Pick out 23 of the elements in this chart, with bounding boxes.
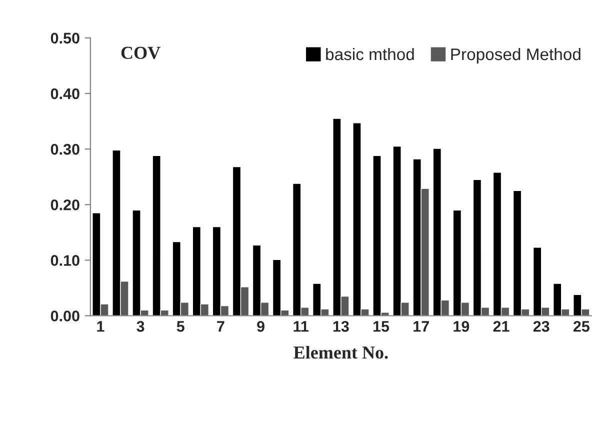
x-tick-label: 3 — [136, 321, 144, 332]
y-tick-label: 0.20 — [50, 199, 80, 210]
y-tick-label: 0.10 — [50, 255, 80, 266]
x-tick-label: 5 — [176, 321, 184, 332]
y-tick-label: 0.00 — [50, 310, 80, 322]
y-tick-label: 0.30 — [50, 144, 80, 155]
chart-title: COV — [121, 46, 160, 60]
x-tick-label: 25 — [573, 321, 590, 332]
x-tick-label: 11 — [294, 321, 309, 332]
y-tick-label: 0.50 — [50, 32, 80, 44]
y-tick-label: 0.40 — [50, 88, 80, 100]
legend-label: basic mthod — [326, 48, 414, 60]
x-tick-label: 7 — [217, 321, 224, 332]
x-tick-label: 17 — [414, 321, 429, 332]
x-tick-label: 13 — [333, 321, 349, 332]
x-tick-label: 19 — [454, 321, 470, 332]
x-axis-title: Element No. — [294, 346, 388, 359]
x-tick-label: 23 — [533, 321, 550, 332]
x-tick-label: 1 — [97, 321, 104, 332]
legend-label: Proposed Method — [451, 48, 580, 64]
x-tick-label: 15 — [373, 321, 390, 332]
x-tick-label: 21 — [493, 321, 510, 332]
x-tick-label: 9 — [257, 321, 264, 332]
